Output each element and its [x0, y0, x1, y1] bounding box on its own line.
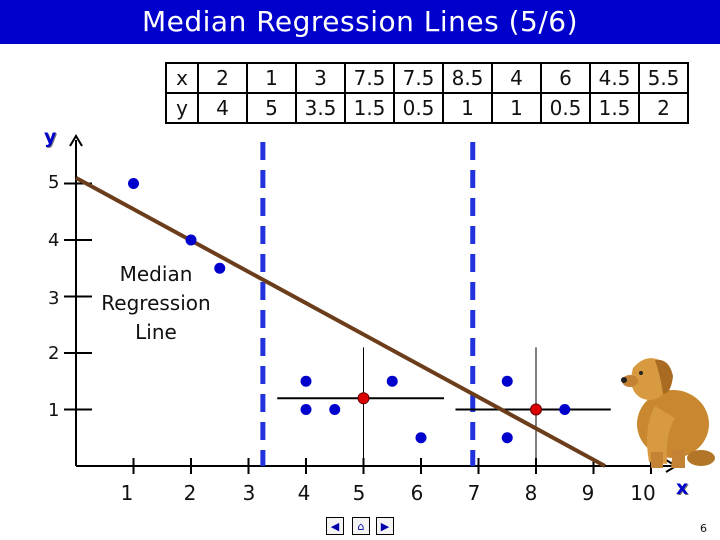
back-button[interactable]: ◀ — [326, 517, 344, 535]
table-cell: 2 — [197, 62, 248, 94]
table-cell: 5 — [246, 92, 297, 124]
data-point — [559, 404, 571, 415]
median-point — [530, 403, 542, 416]
table-cell: 2 — [638, 92, 689, 124]
label-line: Median — [119, 262, 193, 286]
x-tick-label: 7 — [467, 481, 481, 505]
table-cell: 0.5 — [393, 92, 444, 124]
y-tick-label: 3 — [48, 288, 60, 309]
label-line: Regression — [101, 291, 211, 315]
x-tick-label: 10 — [630, 481, 656, 505]
table-cell: 5.5 — [638, 62, 689, 94]
dog-image — [621, 358, 715, 468]
x-tick-label: 3 — [242, 481, 256, 505]
data-point — [501, 432, 513, 444]
data-point — [386, 375, 398, 387]
data-point — [185, 234, 197, 246]
table-cell: 1.5 — [589, 92, 640, 124]
x-tick-label: 9 — [581, 481, 595, 505]
table-cell: 1 — [246, 62, 297, 94]
x-tick-label: 6 — [410, 481, 424, 505]
data-point — [128, 178, 139, 189]
table-cell: 3.5 — [295, 92, 346, 124]
home-icon: ⌂ — [357, 519, 365, 533]
slide-number: 6 — [700, 522, 707, 535]
x-tick-label: 2 — [183, 481, 197, 505]
y-tick-label: 1 — [48, 400, 60, 421]
data-point — [300, 404, 312, 415]
median-point — [357, 392, 370, 405]
y-tick-label: 5 — [48, 172, 60, 193]
x-tick-label: 4 — [297, 481, 311, 505]
home-button[interactable]: ⌂ — [352, 517, 370, 535]
x-axis-label: x — [676, 477, 689, 499]
table-cell: 7.5 — [344, 62, 395, 94]
data-point — [329, 404, 341, 415]
table-cell: 8.5 — [442, 62, 493, 94]
x-tick-label: 5 — [352, 481, 366, 505]
x-tick-label: 1 — [120, 481, 134, 505]
table-cell: 4 — [491, 62, 542, 94]
table-cell: 1.5 — [344, 92, 395, 124]
data-point — [415, 432, 427, 444]
forward-icon: ▶ — [380, 519, 390, 533]
y-axis-label: y — [44, 126, 57, 148]
label-line: Line — [135, 320, 177, 344]
table-cell: 6 — [540, 62, 591, 94]
y-tick-label: 4 — [48, 230, 60, 251]
slide-title: Median Regression Lines (5/6) — [141, 5, 579, 38]
back-icon: ◀ — [330, 519, 340, 533]
table-cell: 7.5 — [393, 62, 444, 94]
median-regression-line — [75, 176, 606, 468]
table-cell: 4.5 — [589, 62, 640, 94]
data-table: x 2 1 3 7.5 7.5 8.5 4 6 4.5 5.5 y 4 5 3.… — [165, 62, 689, 124]
data-point — [501, 375, 513, 387]
median-line-label: Median Regression Line — [86, 260, 226, 347]
table-cell: 3 — [295, 62, 346, 94]
title-bar — [0, 0, 720, 44]
table-row-y: y 4 5 3.5 1.5 0.5 1 1 0.5 1.5 2 — [165, 92, 689, 124]
y-tick-label: 2 — [48, 343, 60, 364]
data-point — [300, 375, 312, 387]
table-cell: 1 — [491, 92, 542, 124]
row-header-x: x — [165, 62, 199, 94]
table-row-x: x 2 1 3 7.5 7.5 8.5 4 6 4.5 5.5 — [165, 62, 689, 94]
x-tick-label: 8 — [524, 481, 538, 505]
table-cell: 0.5 — [540, 92, 591, 124]
y-axis-arrow — [69, 134, 83, 147]
forward-button[interactable]: ▶ — [376, 517, 394, 535]
table-cell: 4 — [197, 92, 248, 124]
row-header-y: y — [165, 92, 199, 124]
data-point — [214, 262, 226, 274]
table-cell: 1 — [442, 92, 493, 124]
